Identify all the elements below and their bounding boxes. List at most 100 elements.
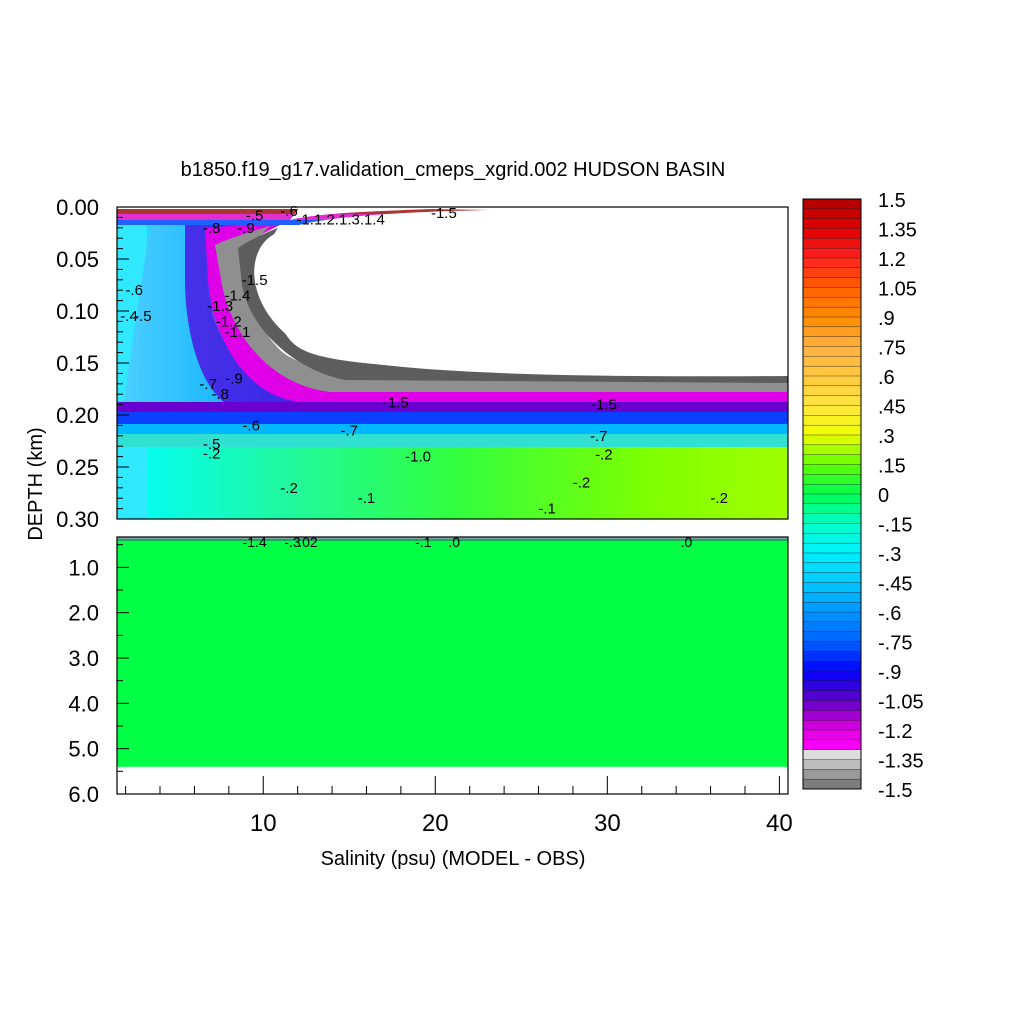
lower-y-tick-label: 5.0 [68, 737, 99, 762]
contour-label: -.2 [280, 480, 298, 497]
x-tick-label: 10 [250, 810, 277, 837]
colorbar: 1.5 1.35 1.2 1.05 .9 .75 .6 .45 .3 .15 0 -.15 -.3 -.4… [802, 190, 924, 802]
contour-label: -.8 [211, 386, 229, 403]
upper-y-tick-label: 0.20 [56, 403, 99, 428]
contour-label: -.2 [203, 445, 221, 462]
contour-label: -.7 [199, 376, 217, 393]
colorbar-swatch [802, 287, 862, 298]
colorbar-swatch [802, 749, 862, 761]
lower-contour-labels: -1.4 -.3.02 -.1 .0 .0 [243, 534, 693, 550]
x-tick-label: 20 [422, 810, 449, 837]
colorbar-label: 1.05 [878, 279, 917, 301]
contour-label: -.5 [246, 207, 264, 224]
x-tick-label: 40 [766, 810, 793, 837]
colorbar-swatch [802, 572, 862, 584]
colorbar-swatch [802, 385, 862, 397]
colorbar-label: -1.35 [878, 751, 924, 773]
lower-y-tick-label: 1.0 [68, 555, 99, 580]
colorbar-swatch [802, 356, 862, 367]
colorbar-swatch [802, 297, 862, 308]
colorbar-label: .15 [878, 456, 906, 478]
colorbar-swatch [802, 700, 862, 711]
contour-label: -1.5 [383, 395, 409, 412]
colorbar-swatch [802, 719, 862, 731]
contour-label: -1.5 [431, 205, 457, 222]
upper-y-tick-label: 0.05 [56, 247, 99, 272]
colorbar-swatch [802, 513, 862, 525]
contour-label: -.7 [341, 423, 359, 440]
colorbar-swatch [802, 759, 862, 770]
colorbar-swatch [802, 434, 862, 446]
contour-label: -.1 [538, 501, 556, 518]
contour-label: .0 [681, 534, 693, 550]
upper-y-axis: 0.00 0.05 0.10 0.15 0.20 0.25 0.30 [56, 195, 129, 532]
colorbar-swatch [802, 710, 862, 721]
colorbar-swatch [802, 680, 862, 692]
contour-label: -.9 [237, 220, 255, 237]
colorbar-swatch [802, 592, 862, 603]
colorbar-swatch [802, 346, 862, 357]
colorbar-swatch [802, 228, 862, 239]
colorbar-swatch [802, 365, 862, 377]
colorbar-swatch [802, 306, 862, 318]
colorbar-label: .75 [878, 338, 906, 360]
lower-panel-frame [116, 536, 789, 795]
colorbar-label: .6 [878, 367, 895, 389]
upper-y-tick-label: 0.15 [56, 351, 99, 376]
lower-y-axis: 1.0 2.0 3.0 4.0 5.0 6.0 [68, 544, 129, 807]
colorbar-label: 1.2 [878, 249, 906, 271]
contour-label: -.2 [710, 490, 728, 507]
colorbar-swatch [802, 503, 862, 515]
colorbar-swatch [802, 257, 862, 269]
x-axis: 10 20 30 40 [125, 776, 793, 837]
colorbar-swatch [802, 729, 862, 741]
lower-y-tick-label: 6.0 [68, 782, 99, 807]
contour-label: -.5 [203, 436, 221, 453]
upper-y-tick-label: 0.00 [56, 195, 99, 220]
colorbar-label: 0 [878, 485, 889, 507]
contour-label: -.4 [120, 308, 138, 325]
colorbar-label: .9 [878, 308, 895, 330]
colorbar-swatch [802, 208, 862, 220]
colorbar-swatch [802, 769, 862, 780]
contour-label: -.6 [280, 203, 298, 220]
colorbar-label: -.6 [878, 603, 901, 625]
colorbar-label: -.9 [878, 662, 901, 684]
colorbar-swatch [802, 542, 862, 554]
upper-contour-labels: -.5 -.6-.8 -.9 -1.1.2.1.3.1.4 -1.5-1.5-1.4-1… [120, 203, 728, 517]
colorbar-swatch [802, 424, 862, 436]
contour-label: -.5 [134, 308, 152, 325]
colorbar-swatch [802, 621, 862, 633]
colorbar-swatch [802, 483, 862, 495]
contour-label: -1.2 [216, 313, 242, 330]
contour-label: .0 [448, 534, 460, 550]
colorbar-label: .45 [878, 397, 906, 419]
colorbar-label: .3 [878, 426, 895, 448]
colorbar-swatch [802, 375, 862, 387]
colorbar-swatch [802, 444, 862, 456]
contour-label: -.3 [284, 534, 301, 550]
contour-label: -1.1 [225, 324, 251, 341]
colorbar-label: 1.5 [878, 190, 906, 212]
x-axis-label: Salinity (psu) (MODEL - OBS) [321, 848, 586, 870]
colorbar-swatch [802, 651, 862, 662]
upper-y-tick-label: 0.25 [56, 455, 99, 480]
contour-label: -.7 [590, 428, 608, 445]
lower-y-tick-label: 2.0 [68, 601, 99, 626]
chart-title: b1850.f19_g17.validation_cmeps_xgrid.002… [181, 159, 726, 181]
contour-label: -1.0 [405, 449, 431, 466]
contour-label: -1.5 [242, 272, 268, 289]
colorbar-swatch [802, 464, 862, 475]
contour-label: -.6 [242, 417, 260, 434]
colorbar-swatch [802, 395, 862, 406]
colorbar-swatch [802, 415, 862, 426]
contour-label: -1.4 [225, 287, 251, 304]
contour-label: -.1 [415, 534, 432, 550]
lower-y-tick-label: 3.0 [68, 646, 99, 671]
upper-y-tick-label: 0.30 [56, 507, 99, 532]
colorbar-swatch [802, 660, 862, 672]
colorbar-swatch [802, 641, 862, 652]
contour-label: -.9 [225, 371, 243, 388]
colorbar-swatch [802, 198, 862, 210]
